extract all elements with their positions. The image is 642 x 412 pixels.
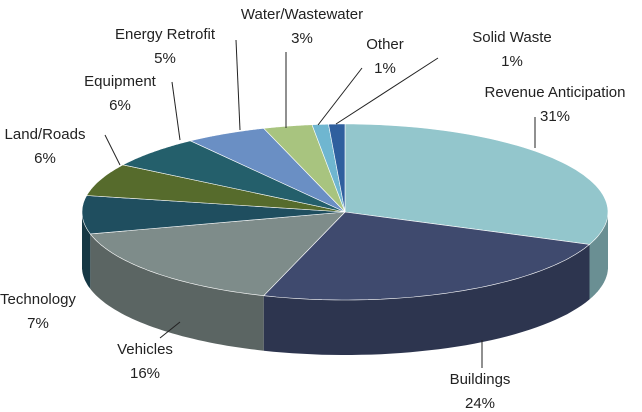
slice-label: Technology bbox=[0, 291, 76, 308]
slice-value-label: 7% bbox=[27, 315, 49, 332]
slice-label: Vehicles bbox=[117, 341, 173, 358]
slice-value-label: 1% bbox=[374, 60, 396, 77]
slice bbox=[263, 211, 591, 301]
leader-line bbox=[104, 134, 121, 166]
slice-label: Energy Retrofit bbox=[115, 26, 216, 43]
slice-value-label: 16% bbox=[130, 365, 160, 382]
slice-value-label: 6% bbox=[109, 97, 131, 114]
slice-side bbox=[263, 244, 590, 355]
slice bbox=[189, 127, 346, 213]
slice-label: Other bbox=[366, 36, 404, 53]
slice bbox=[121, 140, 346, 213]
slice-label: Revenue Anticipation bbox=[485, 84, 626, 101]
slice-value-label: 3% bbox=[291, 30, 313, 47]
slice-value-label: 5% bbox=[154, 50, 176, 67]
slice-side bbox=[589, 212, 608, 300]
leader-line bbox=[235, 39, 241, 131]
leader-line bbox=[335, 57, 439, 125]
slice-side bbox=[90, 233, 264, 351]
leader-line bbox=[159, 321, 181, 339]
slice-label: Equipment bbox=[84, 73, 157, 90]
slice bbox=[263, 124, 346, 213]
slice-label: Solid Waste bbox=[472, 29, 551, 46]
slice-label: Land/Roads bbox=[5, 126, 86, 143]
slice bbox=[81, 195, 346, 235]
slice-label: Buildings bbox=[450, 371, 511, 388]
slice-value-label: 31% bbox=[540, 108, 570, 125]
slice-value-label: 24% bbox=[465, 395, 495, 412]
slice bbox=[311, 123, 346, 213]
slice-value-label: 1% bbox=[501, 53, 523, 70]
slice-label: Water/Wastewater bbox=[241, 6, 363, 23]
leader-line bbox=[171, 81, 181, 141]
slice bbox=[86, 164, 346, 213]
leader-line bbox=[317, 67, 363, 126]
slice bbox=[89, 211, 346, 297]
slice-value-label: 6% bbox=[34, 150, 56, 167]
slice bbox=[344, 123, 609, 245]
